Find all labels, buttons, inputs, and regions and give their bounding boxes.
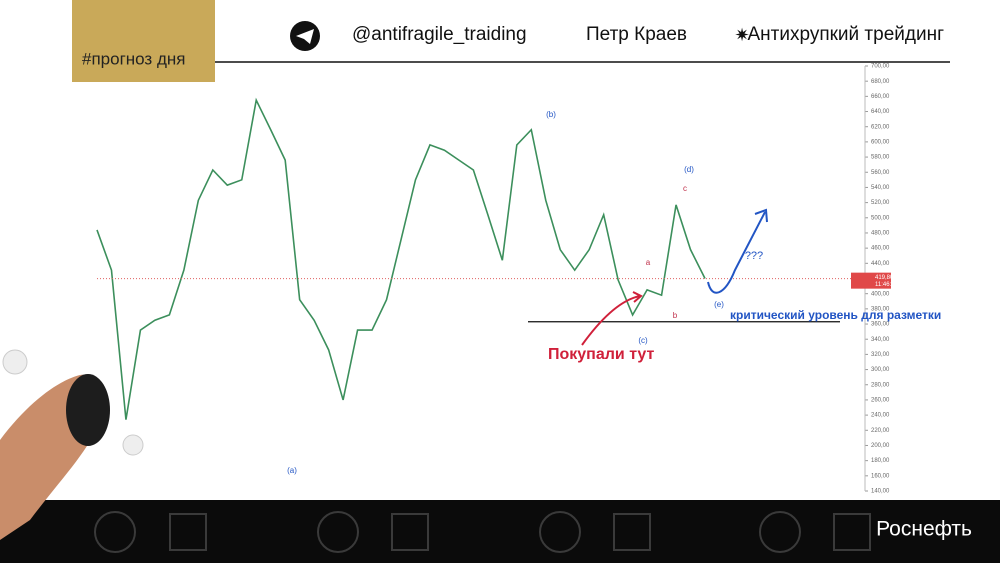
pearl bbox=[2, 349, 28, 375]
annotation: (b) bbox=[546, 110, 556, 119]
y-tick-label: 200,00 bbox=[871, 443, 890, 449]
telegram-plane bbox=[296, 29, 314, 44]
y-tick-label: 680,00 bbox=[871, 79, 890, 85]
y-tick-label: 540,00 bbox=[871, 185, 890, 191]
author: Петр Краев bbox=[586, 24, 687, 45]
y-tick-label: 480,00 bbox=[871, 231, 890, 237]
tag-box bbox=[72, 0, 215, 82]
y-tick-label: 180,00 bbox=[871, 458, 890, 464]
last-price-time: 11:46:23 bbox=[875, 282, 899, 288]
plot: 140,00 160,00 180,00 200,00 220,00 240,00 260,… bbox=[96, 64, 941, 495]
annotation: (d) bbox=[684, 165, 694, 174]
price-line bbox=[96, 97, 706, 420]
footer-ornaments bbox=[94, 511, 871, 553]
y-tick-label: 220,00 bbox=[871, 428, 890, 434]
y-tick-label: 240,00 bbox=[871, 413, 890, 419]
y-tick-label: 320,00 bbox=[871, 352, 890, 358]
y-tick-label: 520,00 bbox=[871, 200, 890, 206]
y-tick-label: 360,00 bbox=[871, 322, 890, 328]
y-tick-label: 140,00 bbox=[871, 489, 890, 495]
annotation: Покупали тут bbox=[548, 346, 655, 363]
y-tick-label: 700,00 bbox=[871, 64, 890, 70]
buy-arrowhead bbox=[632, 291, 643, 303]
y-tick-label: 280,00 bbox=[871, 382, 890, 388]
annotation: c bbox=[683, 184, 687, 193]
y-tick-label: 160,00 bbox=[871, 473, 890, 479]
forecast-arrow bbox=[707, 211, 766, 294]
footer bbox=[0, 500, 1000, 563]
annotation: (e) bbox=[714, 300, 724, 309]
mouse bbox=[66, 374, 110, 446]
y-tick-label: 460,00 bbox=[871, 246, 890, 252]
y-tick-label: 660,00 bbox=[871, 94, 890, 100]
annotation: a bbox=[646, 258, 651, 267]
y-tick-label: 600,00 bbox=[871, 139, 890, 145]
star: ✷ bbox=[734, 25, 749, 45]
buy-arrow bbox=[581, 295, 641, 346]
y-tick-label: 340,00 bbox=[871, 337, 890, 343]
ticker-name: Роснефть bbox=[876, 518, 972, 541]
brand: Антихрупкий трейдинг bbox=[747, 24, 944, 45]
channel: @antifragile_traiding bbox=[352, 24, 527, 45]
y-tick-label: 640,00 bbox=[871, 109, 890, 115]
annotation: (a) bbox=[287, 466, 297, 475]
y-tick-label: 300,00 bbox=[871, 367, 890, 373]
y-tick-label: 500,00 bbox=[871, 215, 890, 221]
y-tick-label: 260,00 bbox=[871, 398, 890, 404]
y-tick-label: 400,00 bbox=[871, 291, 890, 297]
annotation: (c) bbox=[638, 336, 648, 345]
last-price-label: 419,80 bbox=[875, 275, 894, 281]
y-tick-label: 440,00 bbox=[871, 261, 890, 267]
y-tick-label: 620,00 bbox=[871, 124, 890, 130]
forecast-arrowhead bbox=[754, 208, 768, 223]
annotation: b bbox=[673, 311, 678, 320]
critical-level-label: критический уровень для разметки bbox=[730, 308, 941, 322]
last-price-box bbox=[851, 272, 891, 289]
y-tick-label: 380,00 bbox=[871, 306, 890, 312]
pearl bbox=[122, 434, 144, 456]
tag: #прогноз дня bbox=[82, 49, 185, 68]
annotation: ??? bbox=[745, 250, 763, 262]
y-tick-label: 580,00 bbox=[871, 155, 890, 161]
y-tick-label: 560,00 bbox=[871, 170, 890, 176]
